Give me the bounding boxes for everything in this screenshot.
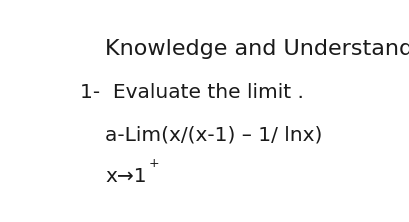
Text: x→1: x→1 <box>105 167 146 186</box>
Text: 1-  Evaluate the limit .: 1- Evaluate the limit . <box>80 83 303 102</box>
Text: a-Lim(x/(x-1) – 1/ lnx): a-Lim(x/(x-1) – 1/ lnx) <box>105 126 322 145</box>
Text: +: + <box>149 157 160 170</box>
Text: Knowledge and Understanding: Knowledge and Understanding <box>105 39 409 59</box>
